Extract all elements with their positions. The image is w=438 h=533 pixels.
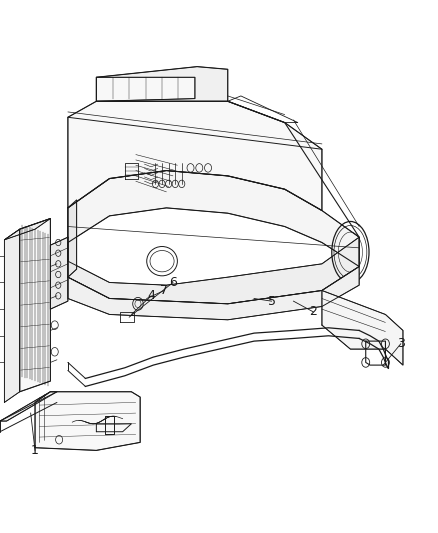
Polygon shape (20, 219, 50, 392)
Polygon shape (68, 200, 77, 277)
Polygon shape (96, 67, 228, 101)
Polygon shape (68, 237, 359, 304)
Polygon shape (68, 101, 322, 211)
Polygon shape (4, 219, 50, 240)
Text: 6: 6 (169, 276, 177, 289)
Text: 1: 1 (31, 444, 39, 457)
Polygon shape (50, 237, 68, 309)
Polygon shape (96, 77, 195, 101)
Polygon shape (0, 392, 57, 421)
Text: 2: 2 (309, 305, 317, 318)
Polygon shape (68, 266, 359, 320)
Polygon shape (4, 229, 20, 402)
Text: 5: 5 (268, 295, 276, 308)
Text: 7: 7 (160, 284, 168, 297)
Polygon shape (322, 290, 403, 365)
Polygon shape (68, 171, 359, 266)
Text: 3: 3 (397, 337, 405, 350)
Text: 4: 4 (147, 289, 155, 302)
Polygon shape (35, 392, 140, 450)
